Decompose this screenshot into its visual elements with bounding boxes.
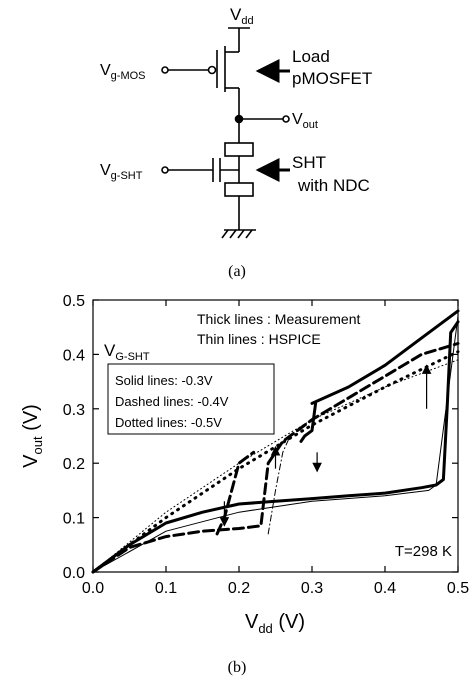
- x-tick-label: 0.4: [374, 580, 396, 597]
- load-label-2: pMOSFET: [292, 69, 372, 88]
- x-tick-label: 0.1: [155, 580, 177, 597]
- legend-box: [107, 363, 275, 435]
- pmos-gate-bubble: [207, 65, 217, 75]
- vgmos-label: Vg-MOS: [100, 62, 146, 82]
- series-line-7: [267, 435, 291, 535]
- legend-dotted: Dotted lines: -0.5V: [115, 415, 222, 430]
- vout-vs-vdd-chart: 0.0 0.1 0.2 0.3 0.4 0.5 0.0 0.1 0.2 0.3 0.4 0.5 Vdd…: [20, 293, 469, 636]
- temperature-label: T=298 K: [395, 543, 452, 560]
- caption-b: (b): [228, 659, 247, 676]
- y-tick-label: 0.2: [63, 456, 85, 473]
- plot-frame: [92, 299, 459, 573]
- vout-label: Vout: [292, 111, 318, 131]
- y-tick-label: 0.3: [63, 402, 85, 419]
- sht-tunnel-junction-bottom: [224, 182, 254, 197]
- x-tick-label: 0.0: [82, 580, 104, 597]
- load-label-1: Load: [292, 47, 330, 66]
- axis-ticks: 0.0 0.1 0.2 0.3 0.4 0.5 0.0 0.1 0.2 0.3 0.4 0.5: [63, 293, 469, 597]
- x-axis-label: Vdd (V): [245, 611, 305, 636]
- sht-label-1: SHT: [292, 153, 326, 172]
- y-tick-label: 0.1: [63, 511, 85, 528]
- x-tick-label: 0.3: [301, 580, 323, 597]
- sht-label-2: with NDC: [297, 176, 370, 195]
- x-tick-label: 0.2: [228, 580, 250, 597]
- legend-solid: Solid lines: -0.3V: [115, 373, 213, 388]
- data-series: [91, 309, 460, 574]
- vgmos-terminal: [161, 66, 169, 74]
- legend-dashed: Dashed lines: -0.4V: [115, 394, 229, 409]
- legend-title: VG-SHT: [104, 341, 150, 363]
- series-line-1: [91, 320, 460, 574]
- series-line-5: [91, 342, 460, 574]
- y-tick-label: 0.0: [63, 565, 85, 582]
- y-axis-label: Vout (V): [20, 404, 45, 468]
- series-line-9: [92, 359, 459, 573]
- caption-a: (a): [228, 263, 246, 280]
- sht-tunnel-junction-top: [224, 142, 254, 157]
- legend-hspice: Thin lines : HSPICE: [197, 331, 321, 347]
- vout-terminal: [282, 115, 290, 123]
- legend-measurement: Thick lines : Measurement: [197, 311, 361, 327]
- sweep-arrows: [219, 364, 432, 527]
- x-tick-label: 0.5: [447, 580, 469, 597]
- circuit-diagram: [161, 27, 290, 239]
- vgsht-label: Vg-SHT: [100, 162, 143, 182]
- series-line-4: [92, 315, 459, 573]
- vgsht-terminal: [161, 166, 169, 174]
- series-line-2: [310, 309, 460, 405]
- series-line-8: [91, 350, 460, 574]
- vdd-label: Vdd: [230, 5, 254, 27]
- series-line-6: [215, 450, 256, 536]
- y-tick-label: 0.4: [63, 347, 85, 364]
- y-tick-label: 0.5: [63, 293, 85, 310]
